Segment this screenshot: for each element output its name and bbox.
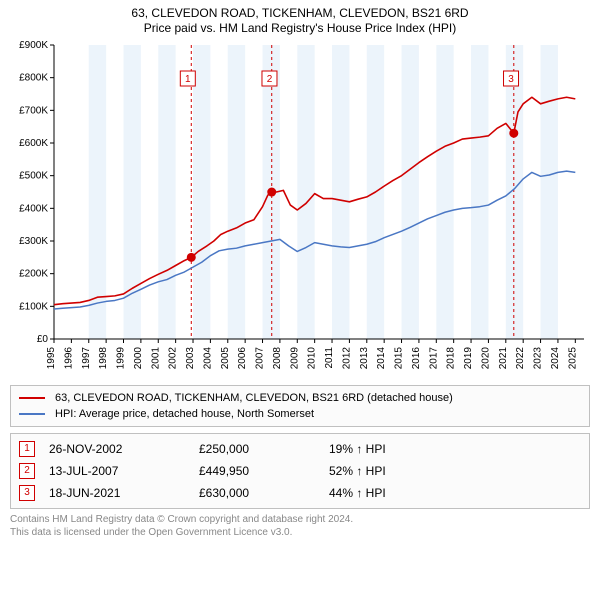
x-tick-label: 2015: [394, 347, 405, 370]
x-tick-label: 2007: [255, 347, 266, 370]
x-tick-label: 2012: [341, 347, 352, 370]
legend-swatch: [19, 413, 45, 415]
year-band: [402, 45, 419, 339]
y-tick-label: £0: [37, 334, 49, 345]
sales-row: 1 26-NOV-2002£250,00019% ↑ HPI: [19, 438, 581, 460]
legend-swatch: [19, 397, 45, 399]
x-tick-label: 2002: [168, 347, 179, 370]
legend-item: 63, CLEVEDON ROAD, TICKENHAM, CLEVEDON, …: [19, 390, 581, 406]
x-tick-label: 2013: [359, 347, 370, 370]
attribution-line2: This data is licensed under the Open Gov…: [10, 526, 590, 539]
sale-date: 13-JUL-2007: [49, 464, 199, 478]
year-band: [436, 45, 453, 339]
y-tick-label: £800K: [19, 73, 48, 84]
x-tick-label: 2006: [237, 347, 248, 370]
legend-item: HPI: Average price, detached house, Nort…: [19, 406, 581, 422]
legend-label: HPI: Average price, detached house, Nort…: [55, 408, 314, 420]
attribution-line1: Contains HM Land Registry data © Crown c…: [10, 513, 590, 526]
x-tick-label: 2011: [324, 347, 335, 369]
x-tick-label: 2023: [533, 347, 544, 370]
x-tick-label: 2003: [185, 347, 196, 370]
x-tick-label: 1995: [46, 347, 57, 370]
x-tick-label: 2010: [307, 347, 318, 370]
sale-price: £449,950: [199, 464, 329, 478]
year-band: [89, 45, 106, 339]
sale-pct-vs-hpi: 19% ↑ HPI: [329, 442, 581, 456]
sales-marker-ref: 2: [19, 463, 35, 479]
sale-marker-number: 3: [508, 74, 514, 85]
titles-block: 63, CLEVEDON ROAD, TICKENHAM, CLEVEDON, …: [10, 6, 590, 35]
year-band: [297, 45, 314, 339]
x-tick-label: 2024: [550, 347, 561, 370]
chart-subtitle: Price paid vs. HM Land Registry's House …: [10, 21, 590, 35]
sale-marker-dot: [267, 188, 276, 197]
x-tick-label: 2005: [220, 347, 231, 370]
sale-price: £630,000: [199, 486, 329, 500]
y-tick-label: £400K: [19, 203, 48, 214]
sale-pct-vs-hpi: 52% ↑ HPI: [329, 464, 581, 478]
legend: 63, CLEVEDON ROAD, TICKENHAM, CLEVEDON, …: [10, 385, 590, 427]
x-tick-label: 2016: [411, 347, 422, 370]
x-tick-label: 2021: [498, 347, 509, 370]
y-tick-label: £100K: [19, 301, 48, 312]
sales-marker-ref: 3: [19, 485, 35, 501]
year-band: [471, 45, 488, 339]
sale-date: 26-NOV-2002: [49, 442, 199, 456]
sale-price: £250,000: [199, 442, 329, 456]
sale-marker-dot: [509, 129, 518, 138]
x-tick-label: 1997: [81, 347, 92, 370]
y-tick-label: £900K: [19, 40, 48, 51]
year-band: [124, 45, 141, 339]
x-tick-label: 2018: [446, 347, 457, 370]
chart-title: 63, CLEVEDON ROAD, TICKENHAM, CLEVEDON, …: [10, 6, 590, 20]
x-tick-label: 1996: [63, 347, 74, 370]
sales-table: 1 26-NOV-2002£250,00019% ↑ HPI 2 13-JUL-200…: [10, 433, 590, 509]
x-tick-label: 2004: [202, 347, 213, 370]
x-tick-label: 2009: [289, 347, 300, 370]
year-band: [193, 45, 210, 339]
sale-marker-number: 1: [185, 74, 191, 85]
sales-row: 3 18-JUN-2021£630,00044% ↑ HPI: [19, 482, 581, 504]
chart-container: 63, CLEVEDON ROAD, TICKENHAM, CLEVEDON, …: [0, 0, 600, 547]
year-band: [228, 45, 245, 339]
x-tick-label: 2017: [428, 347, 439, 370]
sale-marker-dot: [187, 253, 196, 262]
x-tick-label: 2001: [150, 347, 161, 370]
x-tick-label: 2020: [480, 347, 491, 370]
legend-label: 63, CLEVEDON ROAD, TICKENHAM, CLEVEDON, …: [55, 392, 453, 404]
sale-date: 18-JUN-2021: [49, 486, 199, 500]
x-tick-label: 2025: [567, 347, 578, 370]
x-tick-label: 1999: [116, 347, 127, 370]
attribution: Contains HM Land Registry data © Crown c…: [10, 513, 590, 539]
year-band: [541, 45, 558, 339]
y-tick-label: £700K: [19, 105, 48, 116]
year-band: [506, 45, 523, 339]
y-tick-label: £300K: [19, 236, 48, 247]
y-tick-label: £200K: [19, 269, 48, 280]
sale-pct-vs-hpi: 44% ↑ HPI: [329, 486, 581, 500]
y-tick-label: £600K: [19, 138, 48, 149]
year-band: [158, 45, 175, 339]
x-tick-label: 2014: [376, 347, 387, 370]
x-tick-label: 2019: [463, 347, 474, 370]
line-chart-svg: £0 £100K £200K £300K £400K £500K £600K £700K £80…: [10, 39, 590, 379]
chart-area: £0 £100K £200K £300K £400K £500K £600K £700K £80…: [10, 39, 590, 379]
sale-marker-number: 2: [267, 74, 273, 85]
x-tick-label: 2000: [133, 347, 144, 370]
year-band: [332, 45, 349, 339]
sales-marker-ref: 1: [19, 441, 35, 457]
x-tick-label: 2022: [515, 347, 526, 370]
x-tick-label: 2008: [272, 347, 283, 370]
sales-row: 2 13-JUL-2007£449,95052% ↑ HPI: [19, 460, 581, 482]
y-tick-label: £500K: [19, 171, 48, 182]
x-tick-label: 1998: [98, 347, 109, 370]
